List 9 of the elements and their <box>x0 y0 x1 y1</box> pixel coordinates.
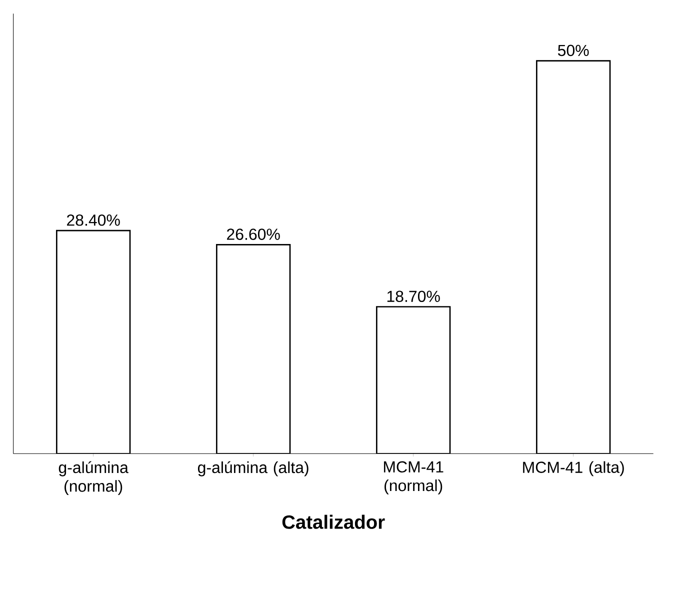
x-axis-title: Catalizador <box>282 514 385 529</box>
x-tick-label: MCM-41 (alta) <box>523 461 624 476</box>
data-label: 50% <box>558 44 589 56</box>
data-label: 28.40% <box>67 214 120 226</box>
data-label: 26.60% <box>227 228 280 240</box>
data-label: 18.70% <box>387 290 440 302</box>
x-tick-label: MCM-41 (normal) <box>384 461 444 494</box>
x-tick-label: g-alúmina (normal) <box>58 461 128 495</box>
x-tick-label: g-alúmina (alta) <box>198 461 308 476</box>
